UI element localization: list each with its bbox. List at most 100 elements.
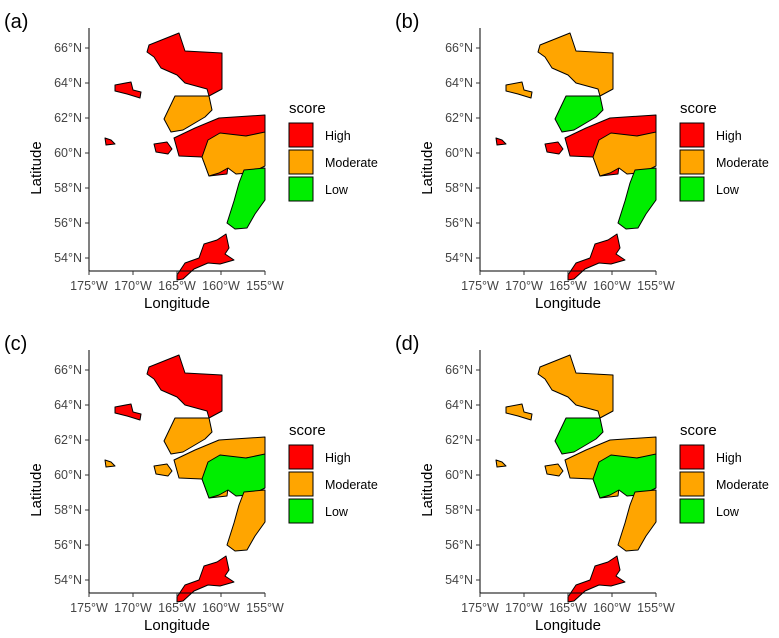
region-kodiak_coast <box>617 167 657 230</box>
legend-label-high: High <box>716 451 742 465</box>
region-stlawrence <box>104 459 116 468</box>
x-tick-label: 175°W <box>461 601 499 615</box>
legend-swatch-low <box>288 498 314 524</box>
region-north <box>146 354 223 419</box>
y-tick-label: 58°N <box>54 181 82 195</box>
x-tick-label: 165°W <box>549 279 587 293</box>
panel-4: (d) 54°N 56°N 58°N 60°N 62°N 64°N 66°N 175°W 170°… <box>395 333 769 634</box>
y-tick-label: 56°N <box>445 216 473 230</box>
y-axis-title: Latitude <box>28 463 45 516</box>
x-tick-label: 175°W <box>461 279 499 293</box>
x-tick-label: 170°W <box>114 279 152 293</box>
map-regions <box>495 32 657 281</box>
y-tick-label: 66°N <box>54 363 82 377</box>
legend-title: score <box>680 422 717 439</box>
legend-label-high: High <box>716 129 742 143</box>
panel-tag-label: (c) <box>4 333 27 355</box>
x-tick-label: 155°W <box>246 601 284 615</box>
legend-swatch-moderate <box>288 471 314 497</box>
legend-label-high: High <box>325 451 351 465</box>
legend-swatch-low <box>679 176 705 202</box>
y-tick-label: 60°N <box>54 468 82 482</box>
region-kodiak_coast <box>226 167 266 230</box>
region-north <box>537 354 614 419</box>
region-islandW <box>114 403 142 421</box>
region-aleutian <box>176 555 235 603</box>
x-tick-label: 160°W <box>202 601 240 615</box>
legend-label-moderate: Moderate <box>325 478 378 492</box>
legend-label-moderate: Moderate <box>716 156 769 170</box>
x-tick-label: 165°W <box>158 601 196 615</box>
legend-swatch-high <box>288 122 314 148</box>
y-tick-label: 62°N <box>445 111 473 125</box>
y-tick-label: 62°N <box>54 111 82 125</box>
x-tick-label: 175°W <box>70 279 108 293</box>
y-tick-label: 60°N <box>445 146 473 160</box>
y-tick-label: 54°N <box>445 573 473 587</box>
y-tick-label: 56°N <box>54 216 82 230</box>
x-tick-label: 160°W <box>593 279 631 293</box>
legend-swatch-moderate <box>288 149 314 175</box>
legend-swatch-low <box>679 498 705 524</box>
y-tick-label: 56°N <box>445 538 473 552</box>
y-tick-label: 66°N <box>54 41 82 55</box>
region-islandW <box>505 81 533 99</box>
region-aleutian <box>567 555 626 603</box>
map-regions <box>104 32 266 281</box>
map-regions <box>104 354 266 603</box>
y-tick-label: 66°N <box>445 363 473 377</box>
region-ykdelta <box>163 417 213 455</box>
region-islandW <box>505 403 533 421</box>
panel-1: (a) 54°N 56°N 58°N 60°N 62°N 64°N 66°N 175°W 170°… <box>4 11 378 312</box>
y-tick-label: 64°N <box>54 76 82 90</box>
y-tick-label: 66°N <box>445 41 473 55</box>
panel-tag-label: (d) <box>395 333 419 355</box>
y-tick-label: 60°N <box>445 468 473 482</box>
legend-swatch-moderate <box>679 471 705 497</box>
y-tick-label: 64°N <box>445 398 473 412</box>
legend: score High Moderate Low <box>288 100 378 202</box>
x-axis-title: Longitude <box>144 617 210 634</box>
legend-swatch-moderate <box>679 149 705 175</box>
x-tick-label: 160°W <box>593 601 631 615</box>
y-tick-label: 62°N <box>445 433 473 447</box>
map-regions <box>495 354 657 603</box>
y-tick-label: 58°N <box>445 503 473 517</box>
x-tick-label: 155°W <box>246 279 284 293</box>
y-tick-label: 54°N <box>54 573 82 587</box>
x-tick-label: 170°W <box>505 601 543 615</box>
legend: score High Moderate Low <box>679 422 769 524</box>
legend-label-moderate: Moderate <box>716 478 769 492</box>
y-tick-label: 64°N <box>445 76 473 90</box>
legend-label-low: Low <box>716 505 740 519</box>
y-tick-label: 62°N <box>54 433 82 447</box>
panel-tag-label: (a) <box>4 11 28 33</box>
legend-label-low: Low <box>716 183 740 197</box>
region-kodiak_coast <box>617 489 657 552</box>
region-stlawrence <box>104 137 116 146</box>
y-tick-label: 56°N <box>54 538 82 552</box>
legend-label-moderate: Moderate <box>325 156 378 170</box>
region-stlawrence <box>495 459 507 468</box>
region-nunivak <box>544 141 564 155</box>
x-tick-label: 155°W <box>637 279 675 293</box>
legend: score High Moderate Low <box>288 422 378 524</box>
region-stlawrence <box>495 137 507 146</box>
x-axis-title: Longitude <box>535 617 601 634</box>
panel-3: (c) 54°N 56°N 58°N 60°N 62°N 64°N 66°N 175°W 170°… <box>4 333 378 634</box>
legend-title: score <box>680 100 717 117</box>
y-tick-label: 58°N <box>445 181 473 195</box>
region-ykdelta <box>554 95 604 133</box>
legend: score High Moderate Low <box>679 100 769 202</box>
legend-label-low: Low <box>325 505 349 519</box>
x-tick-label: 175°W <box>70 601 108 615</box>
y-tick-label: 54°N <box>445 251 473 265</box>
legend-title: score <box>289 422 326 439</box>
legend-label-high: High <box>325 129 351 143</box>
region-aleutian <box>567 233 626 281</box>
y-tick-label: 54°N <box>54 251 82 265</box>
region-nunivak <box>544 463 564 477</box>
region-ykdelta <box>554 417 604 455</box>
region-nunivak <box>153 141 173 155</box>
legend-swatch-high <box>679 122 705 148</box>
